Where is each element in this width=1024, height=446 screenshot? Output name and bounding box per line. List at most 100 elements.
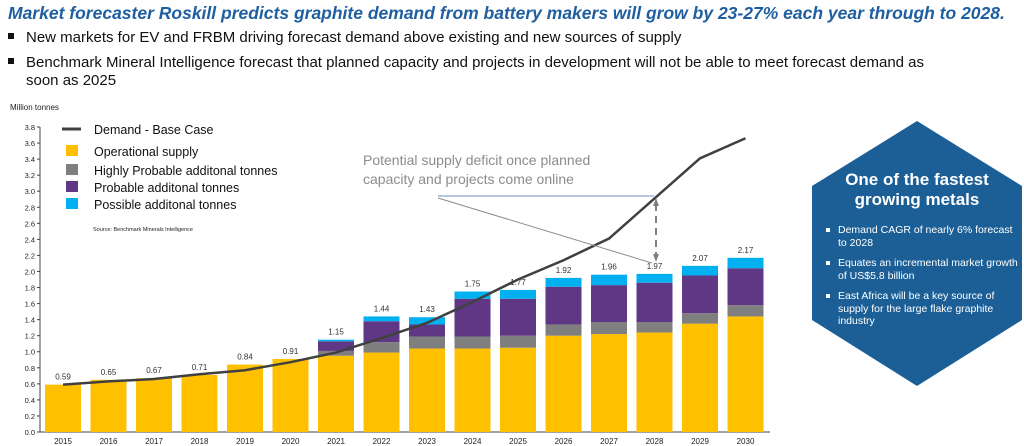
bar-segment	[727, 316, 764, 432]
data-label: 1.75	[465, 280, 481, 289]
data-label: 0.59	[55, 373, 71, 382]
bar-segment	[636, 332, 673, 432]
x-tick-label: 2015	[54, 437, 72, 446]
y-tick-label: 0.0	[25, 428, 35, 437]
legend-swatch	[66, 198, 78, 209]
bar-segment	[363, 342, 400, 353]
y-tick-label: 3.2	[25, 171, 35, 180]
data-label: 1.97	[647, 262, 663, 271]
bullet-icon	[8, 58, 14, 65]
data-label: 2.17	[738, 246, 754, 255]
y-tick-label: 2.2	[25, 251, 35, 260]
bar-segment	[682, 275, 718, 314]
x-tick-label: 2027	[600, 437, 618, 446]
y-tick-label: 2.4	[25, 235, 35, 244]
y-tick-label: 1.2	[25, 332, 35, 341]
x-tick-label: 2016	[100, 437, 118, 446]
data-label: 1.92	[556, 266, 572, 275]
annotation-line1: Potential supply deficit once planned	[363, 152, 590, 168]
x-tick-label: 2019	[236, 437, 254, 446]
data-label: 1.44	[374, 304, 390, 313]
data-label: 0.71	[192, 363, 208, 372]
data-label: 1.96	[601, 263, 617, 272]
bar-segment	[591, 334, 627, 432]
hexagon-list-item: East Africa will be a key source of supp…	[826, 290, 1022, 328]
source-note: Source: Benchmark Minerals Intelligence	[93, 227, 193, 233]
x-tick-label: 2029	[691, 437, 709, 446]
data-label: 0.91	[283, 347, 299, 356]
bar-segment	[272, 358, 309, 432]
y-tick-label: 2.8	[25, 203, 35, 212]
data-label: 1.15	[328, 328, 344, 337]
y-tick-label: 1.0	[25, 348, 35, 357]
hexagon-list-item: Demand CAGR of nearly 6% forecast to 202…	[826, 224, 1022, 249]
hexagon-list-item: Equates an incremental market growth of …	[826, 257, 1022, 282]
bar-segment	[545, 335, 582, 432]
y-tick-label: 3.0	[25, 187, 35, 196]
legend-label: Highly Probable additonal tonnes	[94, 164, 277, 178]
bar-segment	[454, 298, 491, 337]
arrow-down-icon	[653, 254, 659, 262]
bar-segment	[318, 341, 354, 351]
bar-segment	[409, 348, 445, 432]
bar-segment	[682, 265, 718, 276]
data-label: 2.07	[692, 254, 708, 263]
legend-swatch	[66, 181, 78, 192]
y-tick-label: 3.4	[25, 155, 35, 164]
y-tick-label: 2.0	[25, 267, 35, 276]
y-tick-label: 0.4	[25, 396, 35, 405]
y-tick-label: 1.4	[25, 316, 35, 325]
bar-segment	[727, 305, 764, 317]
bar-segment	[454, 336, 491, 349]
bar-segment	[318, 339, 354, 342]
data-label: 0.84	[237, 353, 253, 362]
legend-label: Probable additonal tonnes	[94, 181, 239, 195]
legend-swatch	[66, 164, 78, 175]
y-axis-label: Million tonnes	[10, 103, 59, 112]
bar-segment	[318, 355, 354, 432]
legend-label: Operational supply	[94, 145, 199, 159]
bar-segment	[636, 322, 673, 333]
bullet-item: New markets for EV and FRBM driving fore…	[8, 29, 681, 47]
legend-label: Demand - Base Case	[94, 123, 214, 137]
hexagon-text: One of the fastest growing metals Demand…	[812, 170, 1022, 336]
y-tick-label: 3.6	[25, 139, 35, 148]
bar-segment	[500, 298, 536, 336]
hexagon-callout	[812, 121, 1022, 386]
bullet-icon	[8, 33, 14, 40]
bar-segment	[363, 352, 400, 432]
x-tick-label: 2023	[418, 437, 436, 446]
bar-segment	[454, 291, 491, 299]
bar-segment	[591, 274, 627, 286]
legend-swatch	[66, 145, 78, 156]
bar-segment	[545, 277, 582, 287]
x-tick-label: 2030	[737, 437, 755, 446]
x-tick-label: 2025	[509, 437, 527, 446]
legend-label: Possible additonal tonnes	[94, 198, 236, 212]
bar-segment	[591, 285, 627, 323]
bar-segment	[545, 324, 582, 336]
bar-segment	[227, 364, 263, 432]
x-tick-label: 2022	[373, 437, 391, 446]
bar-segment	[363, 316, 400, 322]
bar-segment	[727, 268, 764, 306]
data-label: 0.65	[101, 368, 117, 377]
y-tick-label: 0.8	[25, 364, 35, 373]
demand-line	[62, 137, 747, 386]
bar-segment	[45, 384, 81, 432]
y-tick-label: 1.6	[25, 300, 35, 309]
y-tick-label: 2.6	[25, 219, 35, 228]
y-tick-label: 3.8	[25, 123, 35, 132]
bar-segment	[181, 375, 218, 432]
bar-segment	[682, 323, 718, 432]
x-tick-label: 2017	[145, 437, 163, 446]
bar-segment	[90, 379, 127, 432]
bar-segment	[727, 257, 764, 269]
bar-segment	[409, 324, 445, 337]
bar-segment	[636, 282, 673, 323]
bullet-item: Benchmark Mineral Intelligence forecast …	[8, 54, 968, 90]
y-tick-label: 0.6	[25, 380, 35, 389]
hexagon-list: Demand CAGR of nearly 6% forecast to 202…	[812, 224, 1022, 328]
bar-segment	[500, 289, 536, 299]
